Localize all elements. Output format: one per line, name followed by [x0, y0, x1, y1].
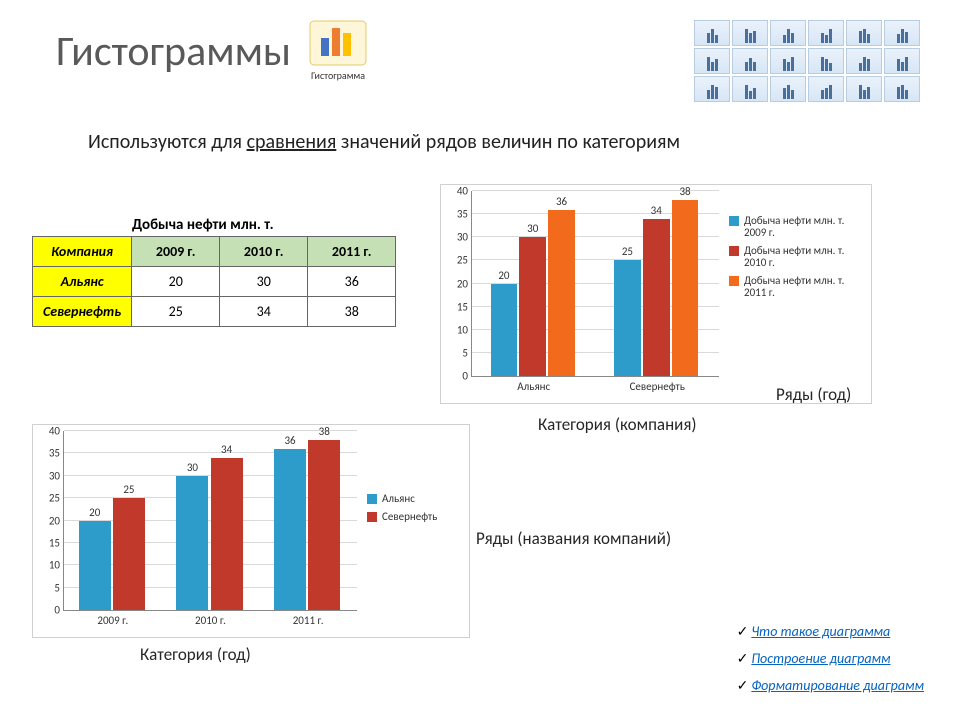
legend-item: Добыча нефти млн. т. 2009 г.: [729, 215, 869, 239]
legend-item: Альянс: [367, 493, 467, 505]
data-table: Компания 2009 г. 2010 г. 2011 г. Альянс …: [32, 236, 396, 327]
links-block: ✓Что такое диаграмма ✓Построение диаграм…: [737, 623, 924, 704]
bar: 34: [643, 219, 670, 376]
bar: 34: [211, 458, 243, 610]
td-val: 38: [308, 297, 396, 327]
bar: 30: [176, 476, 208, 610]
legend-item: Добыча нефти млн. т. 2010 г.: [729, 245, 869, 269]
caption-top-x: Категория (компания): [538, 414, 697, 435]
bar: 36: [274, 449, 306, 610]
td-val: 36: [308, 267, 396, 297]
td-company: Севернефть: [33, 297, 132, 327]
bar: 30: [519, 237, 546, 376]
bar: 36: [548, 210, 575, 377]
histogram-icon: Гистограмма: [309, 20, 367, 82]
legend-item: Севернефть: [367, 511, 467, 523]
td-company: Альянс: [33, 267, 132, 297]
bar: 38: [672, 200, 699, 376]
subtitle: Используются для сравнения значений рядо…: [88, 130, 680, 154]
bar: 38: [308, 440, 340, 610]
bar: 25: [614, 260, 641, 376]
td-val: 20: [132, 267, 220, 297]
th-2009: 2009 г.: [132, 237, 220, 267]
bar: 20: [79, 521, 111, 611]
td-val: 30: [220, 267, 308, 297]
caption-bot-legend: Ряды (названия компаний): [476, 528, 671, 549]
bar: 25: [113, 498, 145, 610]
chart-by-company: 0510152025303540203036Альянс253438Северн…: [440, 184, 872, 404]
caption-bot-x: Категория (год): [140, 644, 251, 665]
table-title: Добыча нефти млн. т.: [132, 216, 274, 234]
bar: 20: [491, 284, 518, 377]
caption-top-legend: Ряды (год): [776, 384, 851, 405]
chart-by-year: 051015202530354020252009 г.30342010 г.36…: [32, 424, 470, 638]
td-val: 25: [132, 297, 220, 327]
link-item[interactable]: ✓Построение диаграмм: [737, 650, 924, 667]
th-2011: 2011 г.: [308, 237, 396, 267]
chart-bottom-legend: Альянс Севернефть: [367, 493, 467, 529]
th-2010: 2010 г.: [220, 237, 308, 267]
chart-top-legend: Добыча нефти млн. т. 2009 г. Добыча нефти…: [729, 215, 869, 306]
td-val: 34: [220, 297, 308, 327]
legend-item: Добыча нефти млн. т. 2011 г.: [729, 275, 869, 299]
page-title: Гистограммы: [56, 26, 291, 77]
histogram-icon-label: Гистограмма: [309, 69, 367, 82]
link-item[interactable]: ✓Форматирование диаграмм: [737, 677, 924, 694]
th-company: Компания: [33, 237, 132, 267]
chart-type-grid: [694, 20, 920, 102]
link-item[interactable]: ✓Что такое диаграмма: [737, 623, 924, 640]
